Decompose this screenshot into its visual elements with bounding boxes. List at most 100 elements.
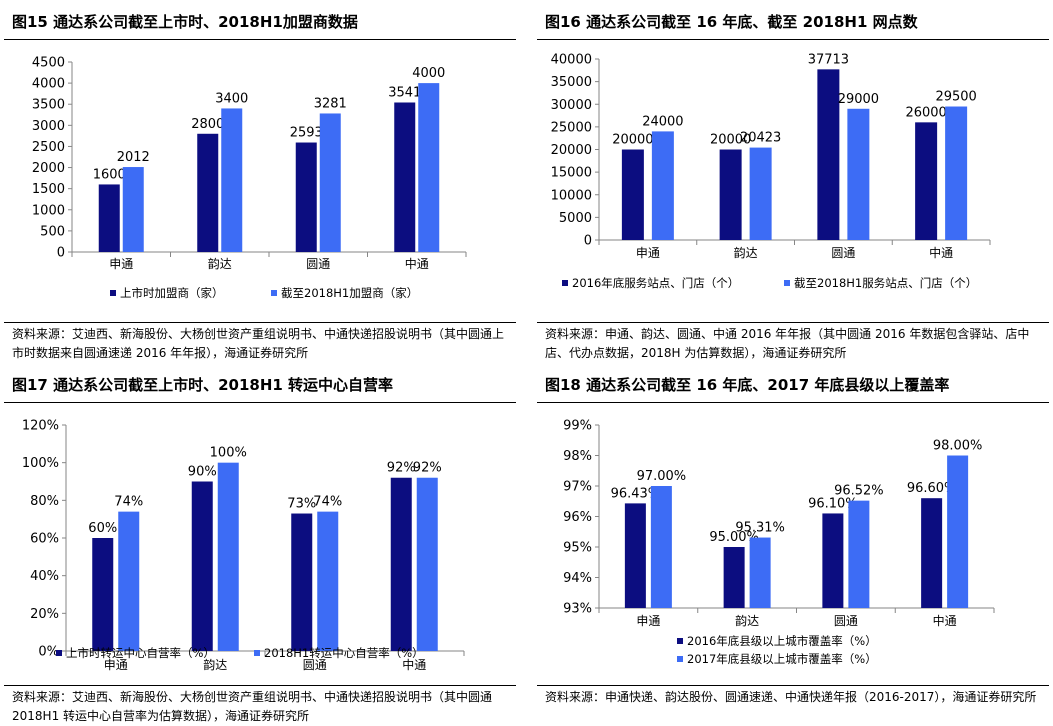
category-label: 中通 xyxy=(929,245,953,260)
chart-panel-fig17: 图17 通达系公司截至上市时、2018H1 转运中心自营率 0% 20% 40% 60… xyxy=(4,363,516,726)
source-rule xyxy=(4,322,516,323)
data-label: 3541 xyxy=(388,85,421,100)
data-label: 96.52% xyxy=(834,484,884,499)
category-label: 中通 xyxy=(402,657,426,672)
source-note: 资料来源：艾迪西、新海股份、大杨创世资产重组说明书、中通快递招股说明书（其中圆通… xyxy=(12,690,493,723)
legend-swatch xyxy=(677,656,683,662)
source-rule xyxy=(537,322,1049,323)
category-label: 韵达 xyxy=(734,245,758,260)
y-tick-label: 5000 xyxy=(559,211,592,226)
data-label: 90% xyxy=(188,465,217,480)
y-tick-label: 98% xyxy=(563,449,592,464)
category-label: 申通 xyxy=(636,614,660,628)
data-label: 73% xyxy=(287,497,316,512)
bar xyxy=(650,486,672,608)
legend-label: 2017年底县级以上城市覆盖率（%） xyxy=(687,652,877,666)
source-rule xyxy=(537,685,1049,686)
data-label: 37713 xyxy=(808,52,849,67)
title-rule xyxy=(537,39,1049,40)
category-label: 申通 xyxy=(109,257,133,271)
legend-swatch xyxy=(271,290,277,296)
source-note: 资料来源：申通、韵达、圆通、中通 2016 年年报（其中圆通 2016 年数据包… xyxy=(545,327,1030,360)
data-label: 96.43% xyxy=(611,486,661,501)
title-rule xyxy=(4,402,516,403)
bar-chart-svg: 0 5000 10000 15000 20000 25000 30000 35000 40000… xyxy=(551,52,991,290)
chart-panel-fig15: 图15 通达系公司截至上市时、2018H1加盟商数据 0 500 1000 1500 2… xyxy=(4,0,516,363)
legend-label: 截至2018H1服务站点、门店（个） xyxy=(794,276,977,290)
chart-title: 图16 通达系公司截至 16 年底、截至 2018H1 网点数 xyxy=(545,13,918,31)
data-label: 20000 xyxy=(710,133,751,148)
y-tick-label: 1500 xyxy=(32,182,65,197)
bar xyxy=(817,69,840,240)
data-label: 95.00% xyxy=(709,530,759,545)
data-label: 92% xyxy=(413,461,442,476)
bar xyxy=(118,511,140,651)
chart-title: 图18 通达系公司截至 16 年底、2017 年底县级以上覆盖率 xyxy=(545,376,950,394)
legend-label: 2016年底服务站点、门店（个） xyxy=(572,276,739,290)
y-tick-label: 1000 xyxy=(32,203,65,218)
data-label: 24000 xyxy=(642,114,683,129)
bar xyxy=(122,167,144,252)
bar xyxy=(822,513,844,608)
bar-chart-svg: 93% 94% 95% 96% 97% 98% 99% 申通 96.43% 97.00% 韵达 95.… xyxy=(563,419,995,666)
y-tick-label: 2000 xyxy=(32,161,65,176)
y-tick-label: 93% xyxy=(563,602,592,617)
title-rule xyxy=(537,402,1049,403)
data-label: 4000 xyxy=(412,66,445,81)
source-rule xyxy=(4,685,516,686)
data-label: 2593 xyxy=(290,126,323,141)
y-tick-label: 20000 xyxy=(551,143,592,158)
bar xyxy=(621,149,644,240)
category-label: 圆通 xyxy=(834,614,858,628)
legend-label: 上市时转运中心自营率（%） xyxy=(66,646,215,660)
category-label: 韵达 xyxy=(203,657,227,672)
bar xyxy=(847,108,870,241)
legend-label: 上市时加盟商（家） xyxy=(120,286,224,300)
source-note: 资料来源：艾迪西、新海股份、大杨创世资产重组说明书、中通快递招股说明书（其中圆通… xyxy=(12,327,505,360)
data-label: 98.00% xyxy=(933,439,983,454)
y-tick-label: 40000 xyxy=(551,53,592,68)
category-label: 圆通 xyxy=(303,658,327,672)
category-label: 韵达 xyxy=(208,256,232,271)
y-tick-label: 80% xyxy=(30,494,59,509)
y-tick-label: 95% xyxy=(563,541,592,556)
y-tick-label: 35000 xyxy=(551,75,592,90)
y-tick-label: 3500 xyxy=(32,98,65,113)
data-label: 1600 xyxy=(93,167,126,182)
bar xyxy=(915,122,938,240)
y-tick-label: 15000 xyxy=(551,166,592,181)
data-label: 74% xyxy=(313,495,342,510)
bar-chart-svg: 0 500 1000 1500 2000 2500 3000 3500 4000 4500 申通 16… xyxy=(32,56,467,300)
y-tick-label: 500 xyxy=(40,224,65,239)
bar xyxy=(319,113,341,252)
legend-swatch xyxy=(562,280,568,286)
bar xyxy=(92,538,114,651)
y-tick-label: 94% xyxy=(563,571,592,586)
chart-title: 图17 通达系公司截至上市时、2018H1 转运中心自营率 xyxy=(12,376,394,394)
y-tick-label: 10000 xyxy=(551,188,592,203)
data-label: 96.60% xyxy=(907,481,957,496)
bar xyxy=(416,477,438,651)
y-tick-label: 97% xyxy=(563,480,592,495)
y-tick-label: 3000 xyxy=(32,119,65,134)
category-label: 圆通 xyxy=(306,257,330,271)
bar xyxy=(651,131,674,240)
bar xyxy=(191,481,213,651)
bar xyxy=(197,133,219,252)
y-tick-label: 0% xyxy=(38,645,59,660)
y-tick-label: 100% xyxy=(22,456,59,471)
data-label: 2012 xyxy=(117,150,150,165)
category-label: 中通 xyxy=(933,613,957,628)
bar xyxy=(390,477,412,651)
category-label: 中通 xyxy=(405,256,429,271)
bar xyxy=(848,500,870,608)
title-rule xyxy=(4,39,516,40)
source-note: 资料来源：申通快递、韵达股份、圆通速递、中通快递年报（2016-2017），海通… xyxy=(545,690,1037,704)
y-tick-label: 0 xyxy=(584,234,592,249)
bar-chart-svg: 0% 20% 40% 60% 80% 100% 120% 申通 60% 74% 韵达 90% 100% 圆… xyxy=(22,419,465,672)
bar xyxy=(723,547,745,608)
y-tick-label: 96% xyxy=(563,510,592,525)
data-label: 29500 xyxy=(935,90,976,105)
y-tick-label: 30000 xyxy=(551,98,592,113)
y-tick-label: 120% xyxy=(22,419,59,434)
